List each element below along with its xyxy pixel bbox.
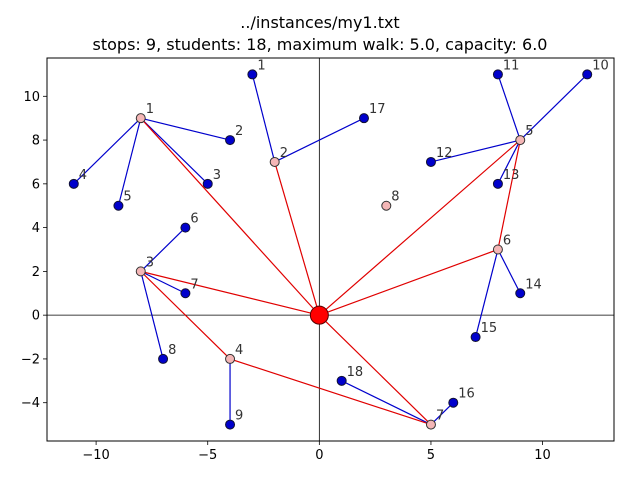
route-line: [274, 161, 320, 316]
student-marker: [68, 178, 79, 189]
student-marker: [180, 288, 191, 299]
student-marker: [582, 69, 593, 80]
y-tick-label: 6: [32, 177, 40, 192]
student-label: 1: [257, 58, 265, 73]
x-tick-label: 0: [315, 448, 323, 463]
student-marker: [225, 419, 236, 430]
stop-label: 4: [235, 343, 243, 358]
chart-title-line-2: stops: 9, students: 18, maximum walk: 5.…: [93, 35, 548, 54]
student-marker: [470, 332, 481, 343]
walk-line: [251, 74, 276, 163]
x-axis-ticks: −10 −5 0 5 10: [82, 441, 551, 463]
walk-line: [140, 227, 186, 272]
student-marker: [448, 397, 459, 408]
student-marker: [358, 113, 369, 124]
student-label: 18: [347, 365, 364, 380]
stop-marker: [381, 200, 392, 211]
stop-marker: [135, 266, 146, 277]
x-tick-label: 5: [427, 448, 435, 463]
walk-line: [519, 73, 588, 141]
student-marker: [247, 69, 258, 80]
y-tick-label: −2: [21, 352, 40, 367]
student-marker: [492, 178, 503, 189]
stop-marker: [425, 419, 436, 430]
student-marker: [202, 178, 213, 189]
stop-label: 6: [503, 234, 511, 249]
student-marker: [225, 135, 236, 146]
x-tick-label: −5: [198, 448, 217, 463]
walk-line: [430, 139, 521, 163]
student-label: 9: [235, 409, 243, 424]
y-tick-label: 2: [32, 265, 40, 280]
walk-line: [140, 271, 164, 360]
walk-line: [497, 139, 521, 185]
student-label: 17: [369, 102, 386, 117]
walk-line: [475, 249, 499, 338]
walk-line: [140, 117, 231, 141]
walk-assignment-lines: [73, 73, 588, 426]
y-tick-label: −4: [21, 396, 40, 411]
stop-marker: [492, 244, 503, 255]
stop-marker: [515, 135, 526, 146]
student-marker: [425, 156, 436, 167]
student-label: 6: [190, 212, 198, 227]
student-label: 4: [79, 168, 87, 183]
walk-line: [341, 380, 432, 426]
student-label: 5: [123, 190, 131, 205]
route-line: [318, 138, 522, 316]
student-label: 14: [525, 277, 542, 292]
student-label: 2: [235, 124, 243, 139]
student-marker: [158, 353, 169, 364]
student-label: 13: [503, 168, 520, 183]
student-marker: [336, 375, 347, 386]
stop-label: 5: [525, 124, 533, 139]
walk-line: [73, 117, 142, 185]
stop-label: 3: [146, 255, 154, 270]
student-marker: [113, 200, 124, 211]
stop-label: 2: [280, 146, 288, 161]
walk-line: [140, 270, 186, 294]
student-label: 12: [436, 146, 453, 161]
walk-line: [274, 117, 365, 163]
walk-line: [140, 117, 209, 185]
depot-marker: [309, 305, 329, 325]
y-tick-label: 10: [23, 90, 40, 105]
student-label: 8: [168, 343, 176, 358]
depot: [309, 305, 329, 325]
walk-line: [117, 118, 142, 206]
student-label: 15: [481, 321, 498, 336]
y-tick-label: 8: [32, 134, 40, 149]
student-marker: [515, 288, 526, 299]
stop-marker: [225, 353, 236, 364]
walk-line: [497, 74, 521, 141]
stop-label: 7: [436, 409, 444, 424]
chart-title-line-1: ../instances/my1.txt: [240, 13, 399, 32]
student-label: 7: [190, 277, 198, 292]
student-label: 10: [592, 58, 609, 73]
student-marker: [492, 69, 503, 80]
stop-marker: [269, 156, 280, 167]
y-tick-label: 4: [32, 221, 40, 236]
walk-line: [497, 249, 521, 294]
y-axis-ticks: −4 −2 0 2 4 6 8 10: [21, 90, 47, 411]
y-tick-label: 0: [32, 309, 40, 324]
student-label: 16: [458, 387, 475, 402]
x-tick-label: −10: [82, 448, 109, 463]
stop-label: 1: [146, 102, 154, 117]
origin-axis-lines: [47, 58, 614, 441]
student-label: 11: [503, 58, 520, 73]
route-line: [140, 117, 320, 316]
stop-marker: [135, 113, 146, 124]
x-tick-label: 10: [534, 448, 551, 463]
walk-line: [430, 402, 454, 426]
student-label: 3: [213, 168, 221, 183]
plot-frame: [46, 57, 615, 442]
student-marker: [180, 222, 191, 233]
stop-label: 8: [391, 190, 399, 205]
